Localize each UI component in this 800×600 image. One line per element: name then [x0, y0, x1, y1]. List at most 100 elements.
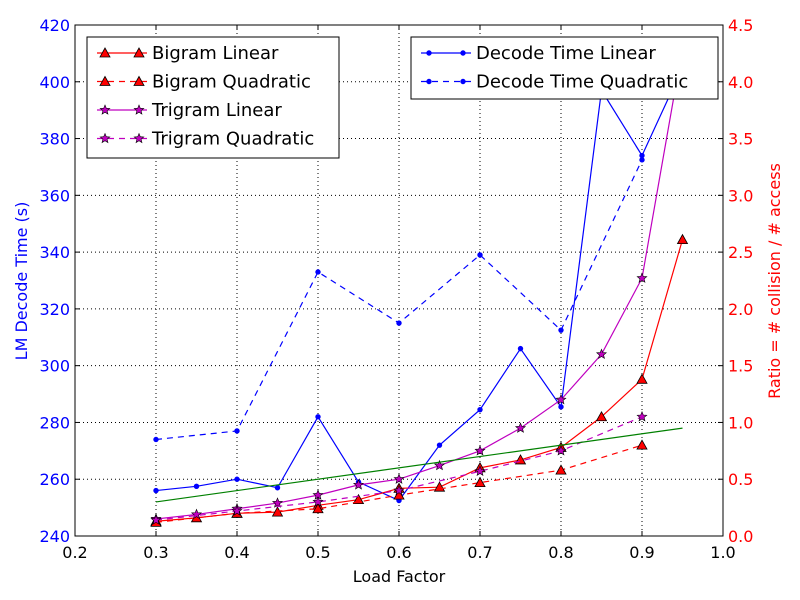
- legend-marker-decode-time-linear: [460, 50, 466, 56]
- y-right-tick-label: 2.0: [728, 300, 753, 319]
- point-decode-time-linear: [517, 345, 524, 352]
- point-decode-time-linear: [477, 406, 483, 413]
- legend-marker-bigram-quadratic: [99, 75, 111, 86]
- point-bigram-quadratic: [474, 476, 486, 488]
- y-right-tick-label: 0.0: [728, 527, 753, 546]
- y-right-tick-label: 3.0: [728, 186, 753, 205]
- x-tick-label: 0.9: [629, 543, 654, 562]
- point-bigram-linear: [676, 233, 689, 245]
- x-tick-label: 0.2: [62, 543, 87, 562]
- legend-marker-decode-time-quadratic: [460, 78, 466, 85]
- point-trigram-quadratic: [636, 410, 648, 422]
- y-left-tick-label: 380: [39, 130, 70, 149]
- point-decode-time-linear: [558, 404, 564, 410]
- legend-marker-decode-time-linear: [426, 50, 432, 56]
- legend-marker-trigram-linear: [133, 104, 145, 115]
- y-left-tick-label: 320: [39, 300, 70, 319]
- point-decode-time-linear: [436, 442, 443, 448]
- point-decode-time-linear: [234, 476, 240, 482]
- point-decode-time-quadratic: [477, 252, 483, 258]
- y-left-tick-label: 280: [39, 413, 70, 432]
- point-trigram-linear: [352, 479, 365, 490]
- point-trigram-linear: [190, 508, 203, 520]
- point-decode-time-quadratic: [558, 327, 564, 333]
- point-trigram-quadratic: [312, 496, 324, 507]
- y-left-tick-label: 400: [39, 73, 70, 92]
- legend-marker-bigram-quadratic: [133, 75, 145, 86]
- point-trigram-quadratic: [231, 505, 243, 516]
- y-right-tick-label: 1.0: [728, 413, 753, 432]
- point-decode-time-quadratic: [639, 157, 645, 163]
- point-bigram-quadratic: [636, 439, 648, 450]
- legend-marker-bigram-linear: [99, 47, 111, 58]
- point-bigram-linear: [271, 506, 284, 517]
- y-right-tick-label: 4.0: [728, 73, 753, 92]
- y-left-tick-label: 260: [39, 470, 70, 489]
- point-trigram-quadratic: [474, 465, 486, 476]
- point-trigram-linear: [595, 348, 608, 360]
- point-bigram-linear: [595, 410, 608, 422]
- y-axis-right-label: Ratio = # collision / # access: [765, 163, 784, 399]
- tick-layer: 0.2 0.3 0.4 0.5 0.6 0.7 0.8 0.9 1.0 240 260 280 300 3…: [39, 16, 753, 562]
- point-trigram-linear: [474, 445, 486, 456]
- y-right-tick-label: 0.5: [728, 470, 753, 489]
- legend-label-bigram-quadratic: Bigram Quadratic: [152, 72, 311, 93]
- legend-marker-trigram-quadratic: [133, 132, 145, 144]
- y-left-tick-label: 420: [39, 16, 70, 35]
- series-trigram-quadratic: [150, 410, 648, 525]
- point-trigram-quadratic: [393, 484, 405, 496]
- y-left-tick-label: 340: [39, 243, 70, 262]
- legend-label-bigram-linear: Bigram Linear: [152, 43, 279, 64]
- point-trigram-linear: [636, 272, 648, 283]
- x-tick-label: 1.0: [710, 543, 735, 562]
- x-tick-label: 0.7: [467, 543, 492, 562]
- legend-left: Bigram Linear Bigram Quadratic Trigram Lin…: [86, 36, 340, 159]
- point-trigram-quadratic: [150, 514, 162, 525]
- line-trigram-linear: [155, 47, 684, 520]
- point-bigram-linear: [352, 493, 365, 505]
- point-trigram-linear: [514, 422, 527, 433]
- legend-marker-trigram-quadratic: [99, 132, 111, 144]
- x-tick-label: 0.8: [548, 543, 573, 562]
- legend-marker-trigram-linear: [99, 104, 111, 115]
- point-bigram-quadratic: [555, 464, 567, 475]
- x-tick-label: 0.6: [386, 543, 411, 562]
- legend-box: [86, 36, 340, 159]
- legend-label-trigram-linear: Trigram Linear: [151, 100, 282, 121]
- point-decode-time-quadratic: [315, 269, 321, 275]
- point-decode-time-linear: [274, 485, 281, 491]
- point-bigram-linear: [636, 373, 648, 384]
- legend-box: [410, 36, 719, 100]
- y-left-tick-label: 360: [39, 186, 70, 205]
- y-right-tick-label: 2.5: [728, 243, 753, 262]
- legend-label-decode-time-quadratic: Decode Time Quadratic: [476, 72, 688, 93]
- point-trigram-linear: [433, 459, 446, 471]
- y-right-tick-label: 3.5: [728, 130, 753, 149]
- y-right-tick-label: 1.5: [728, 357, 753, 376]
- y-right-tick-label: 4.5: [728, 16, 753, 35]
- point-trigram-quadratic: [555, 445, 567, 456]
- point-decode-time-quadratic: [153, 436, 159, 443]
- point-decode-time-linear: [315, 414, 321, 420]
- point-decode-time-linear: [153, 487, 159, 494]
- y-left-tick-label: 240: [39, 527, 70, 546]
- point-trigram-linear: [555, 393, 567, 405]
- series-layer: [150, 41, 689, 527]
- legend-label-trigram-quadratic: Trigram Quadratic: [151, 129, 314, 150]
- x-tick-label: 0.4: [224, 543, 249, 562]
- legend-label-decode-time-linear: Decode Time Linear: [476, 43, 656, 64]
- point-bigram-quadratic: [312, 502, 324, 514]
- y-left-tick-label: 300: [39, 357, 70, 376]
- y-axis-left-label: LM Decode Time (s): [12, 202, 31, 361]
- series-reference-line: [155, 427, 683, 503]
- legend-right: Decode Time Linear Decode Time Quadratic: [410, 36, 719, 100]
- line-reference-line: [155, 427, 683, 503]
- point-decode-time-linear: [193, 483, 200, 490]
- legend-marker-bigram-linear: [133, 47, 145, 58]
- point-decode-time-quadratic: [396, 320, 402, 326]
- point-trigram-linear: [271, 497, 284, 508]
- point-decode-time-linear: [639, 152, 645, 159]
- x-axis-label: Load Factor: [353, 567, 446, 586]
- point-trigram-linear: [393, 473, 405, 484]
